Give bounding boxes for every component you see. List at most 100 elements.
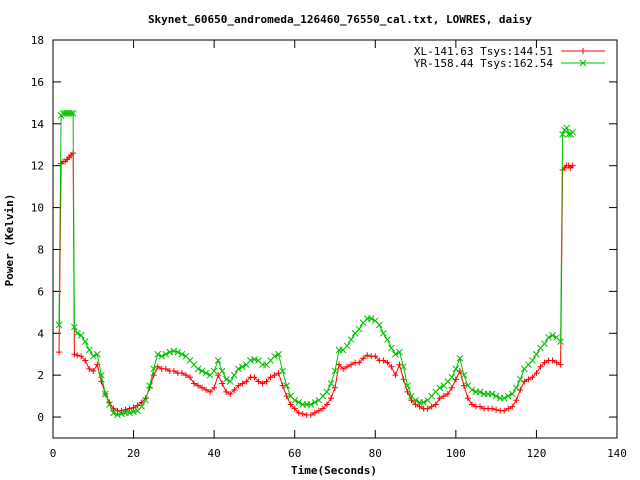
data-point <box>214 357 222 364</box>
data-point <box>239 380 246 387</box>
data-point <box>279 367 286 375</box>
data-point <box>178 370 185 377</box>
data-point <box>340 365 347 372</box>
data-point <box>488 390 496 398</box>
data-point <box>130 408 137 416</box>
data-point <box>504 392 512 400</box>
data-point <box>375 321 383 329</box>
data-point <box>388 363 395 370</box>
data-point <box>533 370 540 377</box>
data-point <box>162 350 170 358</box>
data-point <box>67 109 75 117</box>
data-point <box>222 375 230 383</box>
data-point <box>347 336 355 343</box>
data-point <box>541 359 548 366</box>
plot-area <box>55 109 577 419</box>
data-point <box>243 378 250 385</box>
data-point <box>549 332 556 339</box>
data-point <box>215 372 222 379</box>
data-point <box>468 401 475 408</box>
data-point <box>234 365 242 373</box>
data-point <box>158 352 166 360</box>
data-point <box>356 359 363 366</box>
x-tick-label: 100 <box>446 447 466 460</box>
data-point <box>404 382 411 389</box>
y-tick-label: 18 <box>31 34 44 47</box>
plot-frame <box>52 39 618 439</box>
data-point <box>291 396 299 404</box>
data-point <box>210 367 218 375</box>
data-point <box>118 410 125 418</box>
x-tick-label: 120 <box>526 447 546 460</box>
chart-title: Skynet_60650_andromeda_126460_76550_cal.… <box>148 13 532 26</box>
data-point <box>500 394 508 402</box>
data-point <box>460 371 468 379</box>
data-point <box>327 395 334 402</box>
legend-label-yr: YR-158.44 Tsys:162.54 <box>414 57 553 70</box>
data-point <box>557 338 564 345</box>
data-point <box>428 403 435 410</box>
data-point <box>142 396 150 404</box>
data-point <box>311 409 318 416</box>
data-point <box>259 380 266 387</box>
legend-marker <box>580 48 586 54</box>
data-point <box>299 410 306 417</box>
data-point <box>319 405 326 412</box>
data-point <box>271 352 278 360</box>
data-point <box>477 403 484 410</box>
data-point <box>360 355 367 362</box>
series-line <box>58 151 574 416</box>
data-point <box>512 384 520 392</box>
data-point <box>525 376 532 383</box>
x-tick-label: 40 <box>208 447 221 460</box>
data-point <box>110 409 117 417</box>
data-point <box>279 382 286 389</box>
data-point <box>211 384 218 391</box>
data-point <box>267 374 274 381</box>
data-point <box>295 399 303 406</box>
data-point <box>541 340 548 348</box>
data-point <box>444 391 451 398</box>
data-point <box>194 365 202 373</box>
data-point <box>332 384 338 391</box>
series-0 <box>56 150 576 418</box>
data-point <box>509 403 516 410</box>
data-point <box>82 357 89 364</box>
data-point <box>182 372 189 379</box>
data-point <box>492 392 500 400</box>
data-point <box>323 401 330 408</box>
data-point <box>392 372 399 379</box>
data-point <box>218 367 226 375</box>
data-point <box>170 347 178 355</box>
data-point <box>291 405 298 412</box>
data-point <box>98 378 105 385</box>
data-point <box>134 402 141 409</box>
data-point <box>468 386 476 394</box>
x-tick-label: 140 <box>607 447 627 460</box>
data-point <box>336 361 343 368</box>
data-point <box>476 388 484 396</box>
data-point <box>227 391 234 398</box>
data-point <box>436 395 443 402</box>
y-tick-label: 16 <box>31 76 44 89</box>
data-point <box>307 401 315 408</box>
data-point <box>199 384 206 391</box>
data-point <box>231 386 238 393</box>
data-point <box>77 332 85 339</box>
x-tick-label: 0 <box>50 447 57 460</box>
y-tick-label: 14 <box>31 118 45 131</box>
data-point <box>238 363 246 371</box>
data-point <box>380 357 387 364</box>
y-tick-label: 8 <box>37 243 44 256</box>
data-point <box>78 353 85 360</box>
data-point <box>343 342 351 350</box>
data-point <box>191 380 197 387</box>
legend-marker <box>579 59 587 67</box>
data-point <box>263 378 270 385</box>
y-tick-label: 6 <box>37 285 44 298</box>
data-point <box>464 395 471 402</box>
series-1 <box>55 109 577 419</box>
data-point <box>85 346 93 354</box>
data-point <box>557 361 564 368</box>
data-point <box>195 382 202 389</box>
